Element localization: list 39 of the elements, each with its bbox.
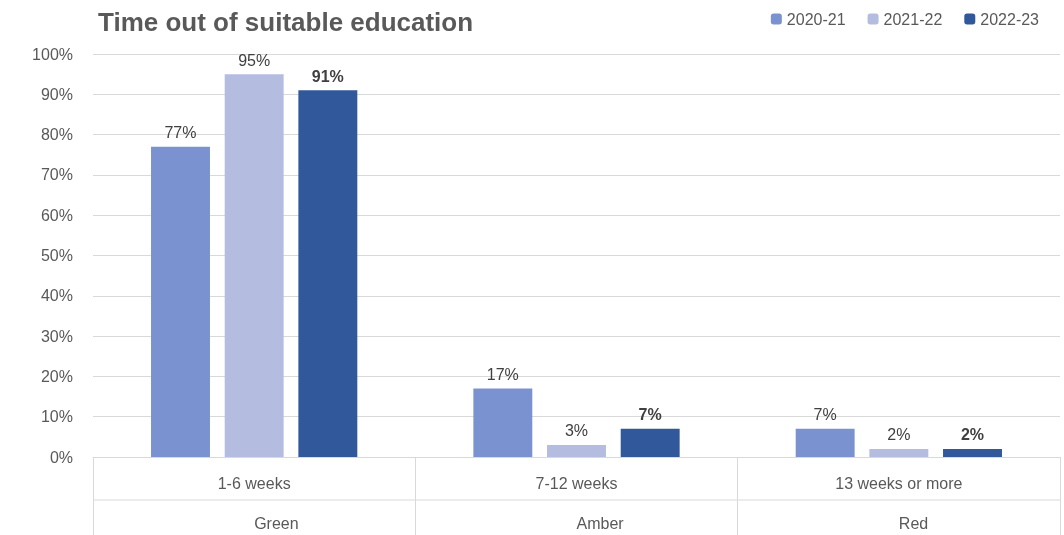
- legend-label: 2022-23: [980, 10, 1040, 28]
- bar: [869, 448, 929, 457]
- data-label: 95%: [238, 51, 271, 69]
- bar: [547, 444, 606, 457]
- data-label: 7%: [638, 406, 662, 424]
- bar: [151, 146, 210, 457]
- y-tick-label: 50%: [40, 247, 73, 264]
- y-tick-label: 20%: [40, 367, 73, 385]
- text: Amber: [576, 514, 625, 532]
- bar: [298, 90, 358, 457]
- data-label: 7%: [813, 406, 837, 424]
- bar: [473, 388, 533, 457]
- y-tick-label: 70%: [40, 166, 73, 184]
- bar: [224, 74, 284, 457]
- x-tick-label: 13 weeks or more: [835, 474, 963, 492]
- y-tick-label: 10%: [40, 408, 73, 426]
- data-label: 91%: [311, 67, 344, 85]
- x-tick-label: 7-12 weeks: [535, 474, 618, 492]
- y-tick-label: 60%: [40, 206, 73, 224]
- y-tick-label: 90%: [40, 85, 73, 103]
- data-label: 17%: [486, 365, 519, 383]
- data-label: 2%: [960, 426, 985, 444]
- y-tick-label: 30%: [40, 327, 73, 345]
- bar: [943, 448, 1002, 457]
- text: Red: [898, 514, 929, 532]
- data-label: 77%: [164, 124, 197, 142]
- data-label: 3%: [564, 422, 589, 440]
- y-tick-label: 100%: [32, 45, 73, 63]
- legend-label: 2020-21: [786, 10, 846, 28]
- y-tick-label: 80%: [40, 126, 73, 144]
- data-label: 2%: [887, 426, 911, 444]
- x-tick-label: 1-6 weeks: [217, 474, 291, 492]
- text: Green: [254, 514, 299, 532]
- bar: [620, 428, 680, 457]
- y-tick-label: 0%: [49, 448, 73, 466]
- bar: [795, 428, 855, 457]
- chart-title: Time out of suitable education: [98, 7, 474, 37]
- legend-label: 2021-22: [883, 10, 943, 28]
- y-tick-label: 40%: [40, 287, 73, 305]
